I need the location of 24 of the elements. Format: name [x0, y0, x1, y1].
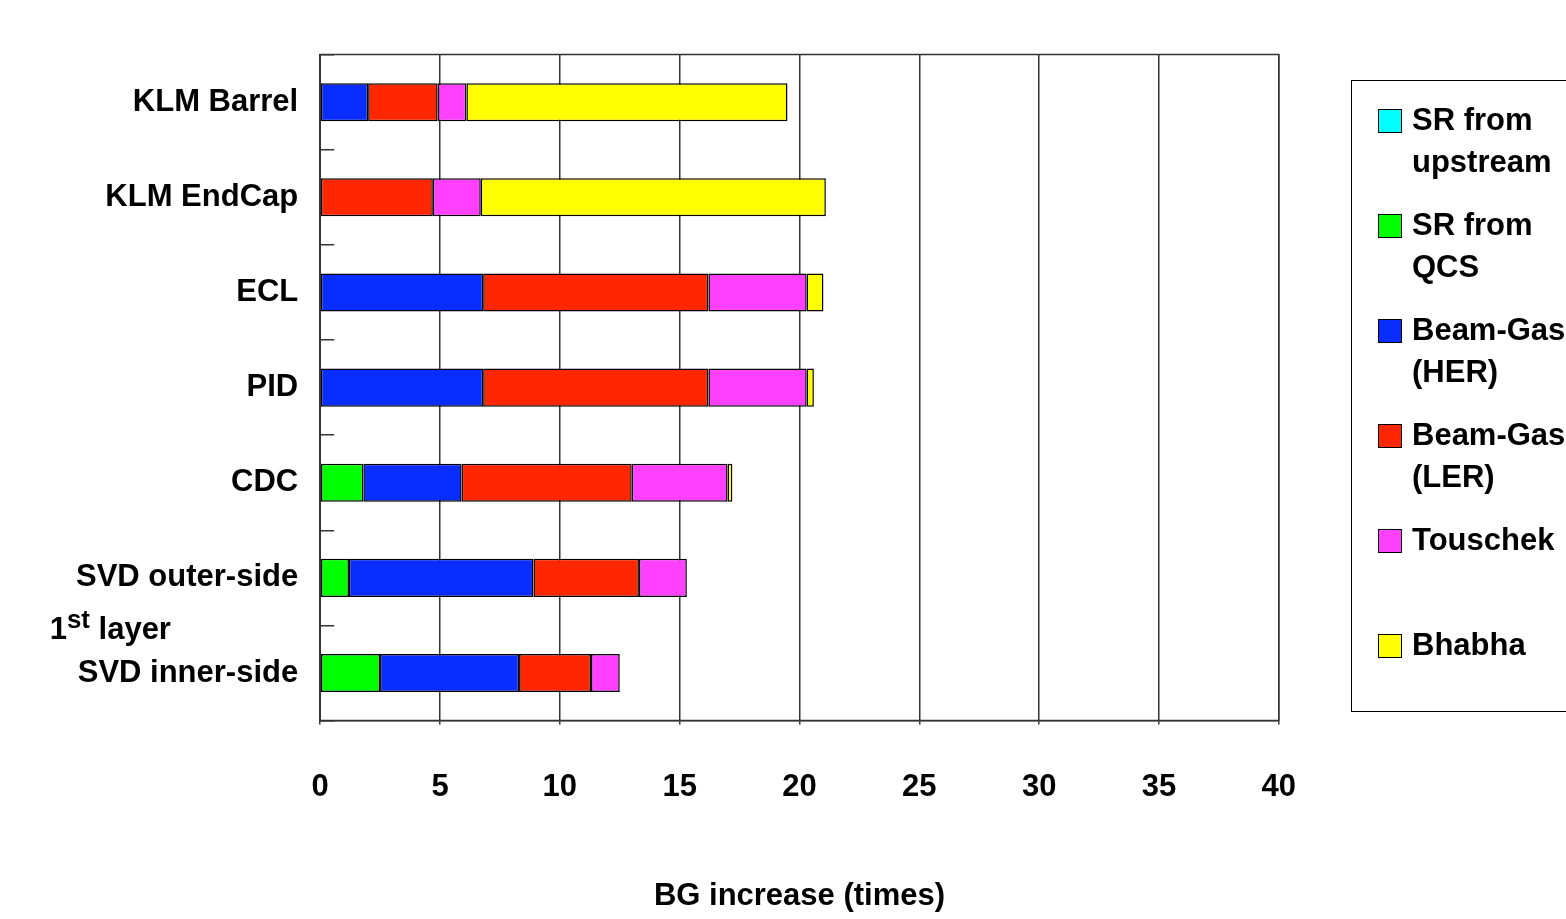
legend-label: SR from upstream	[1412, 101, 1553, 181]
legend-label: Beam-Gas (HER)	[1412, 311, 1566, 391]
x-tick-label: 25	[902, 767, 937, 803]
x-tick-label: 0	[311, 767, 329, 803]
text: 1$^{st}$ layer	[49, 605, 171, 648]
y-tick-label: CDC	[231, 463, 299, 499]
x-tick-label: 5	[431, 767, 449, 803]
x-axis-title: BG increase (times)	[653, 876, 946, 912]
x-tick-label: 20	[782, 767, 817, 803]
y-tick-label: ECL	[236, 273, 299, 308]
legend-label: SR from QCS	[1412, 206, 1534, 286]
x-tick-label: 15	[662, 767, 697, 803]
y-tick-label: KLM EndCap	[105, 177, 299, 213]
y-tick-label: SVD outer-side	[75, 558, 299, 594]
legend-label: Bhabha	[1412, 626, 1527, 664]
x-tick-label: 30	[1021, 767, 1057, 803]
y-tick-label: PID	[246, 368, 299, 404]
legend-label: Beam-Gas (LER)	[1412, 416, 1566, 496]
x-tick-label: 40	[1261, 767, 1296, 803]
legend-label: Touschek	[1412, 521, 1556, 559]
y-tick-label: SVD inner-side	[77, 653, 299, 689]
x-tick-label: 35	[1141, 767, 1177, 803]
y-tick-label: KLM Barrel	[132, 82, 299, 118]
x-tick-label: 10	[542, 767, 578, 803]
